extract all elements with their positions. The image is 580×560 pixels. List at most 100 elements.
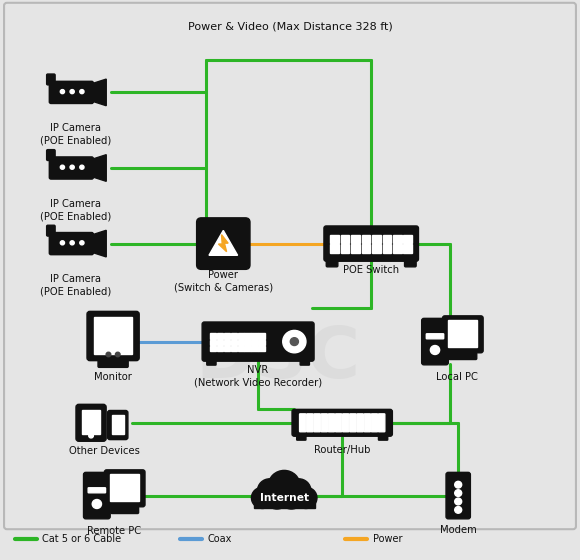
FancyBboxPatch shape: [362, 244, 371, 253]
Polygon shape: [92, 79, 106, 106]
FancyBboxPatch shape: [224, 339, 230, 345]
Text: NVR
(Network Video Recorder): NVR (Network Video Recorder): [194, 365, 322, 388]
Polygon shape: [92, 230, 106, 257]
FancyBboxPatch shape: [76, 404, 106, 441]
FancyBboxPatch shape: [46, 225, 55, 236]
FancyBboxPatch shape: [335, 414, 342, 432]
Circle shape: [455, 489, 462, 496]
FancyBboxPatch shape: [46, 74, 55, 85]
Circle shape: [80, 241, 84, 245]
FancyBboxPatch shape: [111, 507, 139, 514]
Circle shape: [280, 487, 303, 509]
FancyBboxPatch shape: [259, 346, 265, 352]
FancyBboxPatch shape: [307, 414, 313, 432]
FancyBboxPatch shape: [245, 333, 251, 339]
Text: DSC: DSC: [196, 324, 361, 393]
FancyBboxPatch shape: [331, 244, 339, 253]
FancyBboxPatch shape: [210, 333, 216, 339]
FancyBboxPatch shape: [238, 333, 244, 339]
Circle shape: [70, 90, 74, 94]
Text: Coax: Coax: [208, 534, 232, 544]
FancyBboxPatch shape: [300, 358, 310, 365]
Circle shape: [251, 487, 274, 508]
Text: Internet: Internet: [260, 493, 309, 503]
Text: IP Camera
(POE Enabled): IP Camera (POE Enabled): [40, 199, 111, 221]
FancyBboxPatch shape: [82, 410, 100, 434]
FancyBboxPatch shape: [120, 503, 129, 510]
FancyBboxPatch shape: [378, 433, 387, 440]
FancyBboxPatch shape: [217, 333, 223, 339]
Circle shape: [115, 352, 120, 357]
FancyBboxPatch shape: [341, 235, 349, 243]
FancyBboxPatch shape: [383, 235, 391, 243]
FancyBboxPatch shape: [449, 353, 477, 360]
Circle shape: [258, 479, 282, 502]
Circle shape: [265, 487, 289, 509]
FancyBboxPatch shape: [458, 349, 467, 356]
FancyBboxPatch shape: [364, 414, 371, 432]
Text: IP Camera
(POE Enabled): IP Camera (POE Enabled): [40, 274, 111, 297]
Circle shape: [80, 165, 84, 169]
FancyBboxPatch shape: [328, 414, 335, 432]
FancyBboxPatch shape: [259, 339, 265, 345]
FancyBboxPatch shape: [49, 232, 93, 255]
Text: POE Switch: POE Switch: [343, 265, 399, 275]
FancyBboxPatch shape: [107, 355, 119, 363]
FancyBboxPatch shape: [210, 339, 216, 345]
Text: Remote PC: Remote PC: [87, 526, 142, 536]
FancyBboxPatch shape: [372, 244, 380, 253]
FancyBboxPatch shape: [224, 333, 230, 339]
FancyBboxPatch shape: [231, 339, 237, 345]
Circle shape: [282, 330, 306, 353]
FancyBboxPatch shape: [314, 414, 320, 432]
FancyBboxPatch shape: [326, 258, 338, 267]
FancyBboxPatch shape: [448, 320, 477, 347]
FancyBboxPatch shape: [217, 339, 223, 345]
Text: IP Camera
(POE Enabled): IP Camera (POE Enabled): [40, 123, 111, 146]
FancyBboxPatch shape: [94, 317, 132, 354]
Text: Other Devices: Other Devices: [69, 446, 140, 456]
Text: Modem: Modem: [440, 525, 477, 535]
Text: Power: Power: [373, 534, 403, 544]
FancyBboxPatch shape: [111, 415, 124, 434]
FancyBboxPatch shape: [245, 346, 251, 352]
FancyBboxPatch shape: [49, 81, 93, 104]
FancyBboxPatch shape: [110, 474, 139, 501]
Text: Monitor: Monitor: [94, 372, 132, 382]
FancyBboxPatch shape: [49, 157, 93, 179]
FancyBboxPatch shape: [341, 244, 349, 253]
FancyBboxPatch shape: [259, 333, 265, 339]
FancyBboxPatch shape: [299, 414, 306, 432]
FancyBboxPatch shape: [296, 433, 306, 440]
FancyBboxPatch shape: [393, 235, 401, 243]
Circle shape: [106, 352, 111, 357]
FancyBboxPatch shape: [404, 244, 412, 253]
FancyBboxPatch shape: [321, 414, 328, 432]
FancyBboxPatch shape: [405, 258, 416, 267]
FancyBboxPatch shape: [207, 358, 216, 365]
FancyBboxPatch shape: [104, 470, 145, 507]
FancyBboxPatch shape: [331, 235, 339, 243]
Circle shape: [80, 90, 84, 94]
FancyBboxPatch shape: [197, 218, 250, 269]
FancyBboxPatch shape: [217, 346, 223, 352]
FancyBboxPatch shape: [372, 235, 380, 243]
FancyBboxPatch shape: [252, 333, 258, 339]
Circle shape: [89, 433, 93, 438]
FancyBboxPatch shape: [351, 244, 360, 253]
FancyBboxPatch shape: [84, 473, 110, 519]
Circle shape: [70, 165, 74, 169]
FancyBboxPatch shape: [231, 333, 237, 339]
FancyBboxPatch shape: [404, 235, 412, 243]
Text: Cat 5 or 6 Cable: Cat 5 or 6 Cable: [42, 534, 121, 544]
FancyBboxPatch shape: [383, 244, 391, 253]
FancyBboxPatch shape: [202, 322, 314, 361]
Circle shape: [455, 498, 462, 505]
FancyBboxPatch shape: [210, 346, 216, 352]
Polygon shape: [92, 155, 106, 181]
FancyBboxPatch shape: [446, 473, 470, 519]
FancyBboxPatch shape: [238, 339, 244, 345]
FancyBboxPatch shape: [88, 488, 106, 493]
FancyBboxPatch shape: [350, 414, 356, 432]
Circle shape: [287, 479, 311, 502]
